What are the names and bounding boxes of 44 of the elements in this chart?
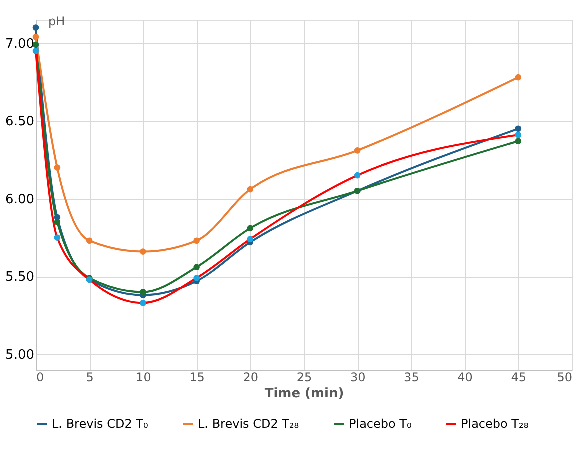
point: [247, 186, 254, 193]
legend-label: L. Brevis CD2 T₀: [52, 417, 148, 431]
point: [54, 234, 61, 241]
point: [247, 236, 254, 242]
point: [32, 48, 40, 54]
x-tick-label: 35: [404, 370, 420, 384]
point: [515, 126, 522, 132]
y-axis-title: pH: [48, 14, 66, 28]
point: [515, 74, 522, 81]
x-tick-label: 15: [190, 370, 205, 384]
y-tick-label: 6.00: [6, 192, 34, 208]
x-tick-label: 45: [511, 370, 527, 384]
point: [354, 148, 361, 154]
point: [32, 24, 40, 31]
x-tick-label: 10: [136, 370, 152, 384]
point: [140, 248, 146, 255]
point: [86, 238, 93, 244]
x-tick-label: 20: [243, 370, 259, 384]
point: [140, 300, 146, 306]
point: [194, 238, 200, 244]
point: [54, 164, 61, 171]
point: [515, 132, 522, 138]
x-axis-title: Time (min): [264, 386, 344, 402]
x-tick-label: 25: [296, 370, 312, 384]
x-tick-label: 5: [86, 370, 94, 384]
y-tick-label: 6.50: [6, 114, 34, 130]
point: [247, 225, 254, 232]
y-tick-label: 7.00: [6, 36, 34, 52]
x-tick-label: 50: [557, 370, 572, 384]
point: [32, 34, 40, 40]
legend-label: Placebo T₂₈: [461, 417, 529, 431]
point: [194, 264, 200, 270]
point: [515, 138, 522, 144]
point: [194, 275, 200, 282]
x-tick-label: 30: [350, 370, 366, 384]
point: [54, 219, 61, 226]
x-tick-label: 40: [458, 370, 473, 384]
y-tick-label: 5.50: [6, 270, 34, 286]
legend-label: L. Brevis CD2 T₂₈: [198, 417, 300, 431]
point: [354, 172, 361, 179]
y-tick-label: 5.00: [6, 348, 34, 363]
point: [140, 289, 146, 296]
legend-label: Placebo T₀: [349, 417, 412, 431]
x-tick-label: 0: [36, 370, 44, 384]
